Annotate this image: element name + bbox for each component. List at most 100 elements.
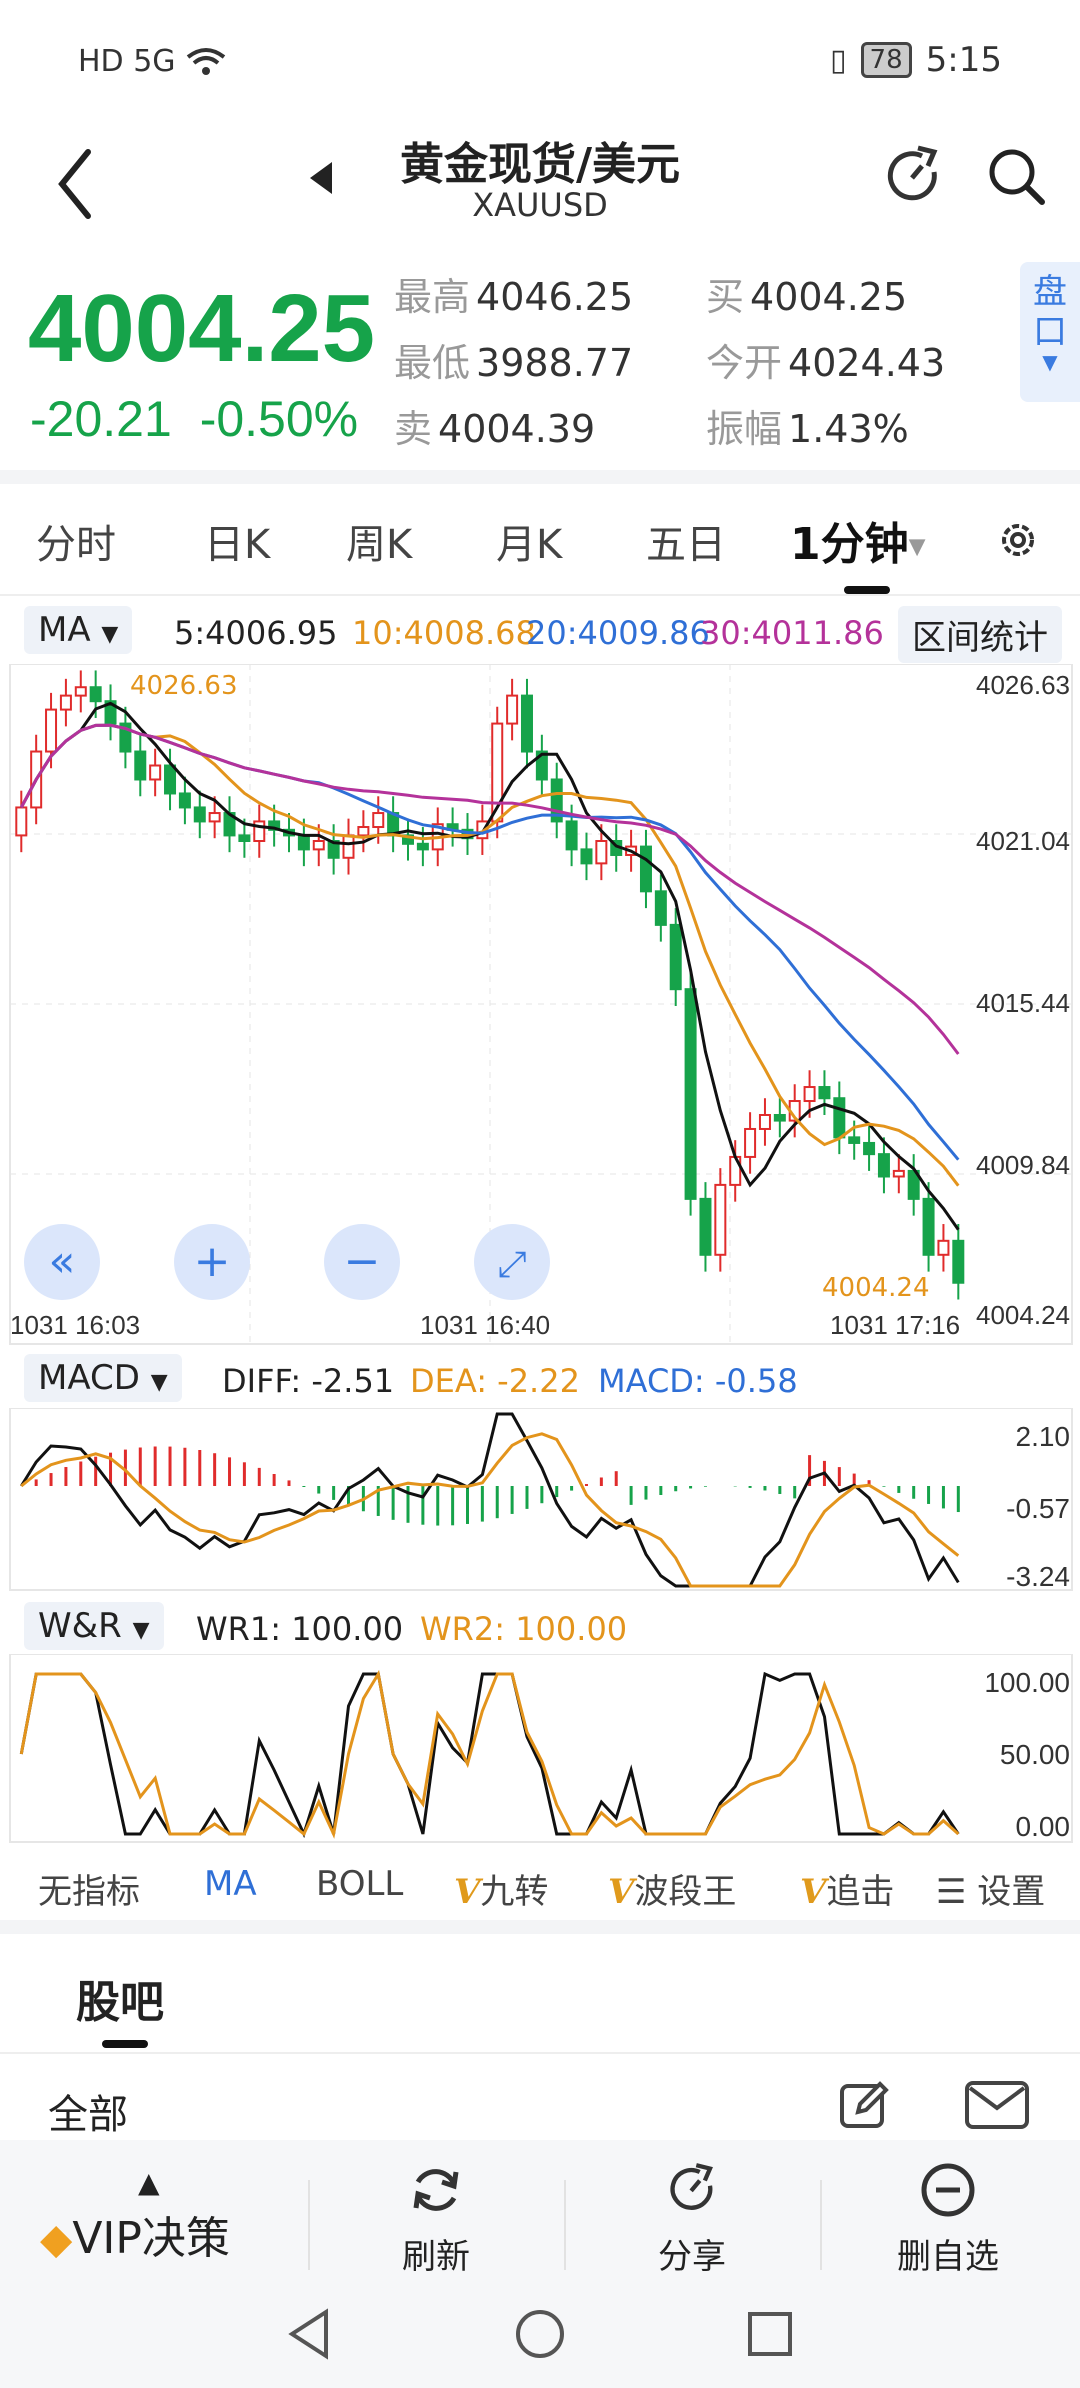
change-percent: -0.50% xyxy=(199,391,359,447)
low-label: 最低 xyxy=(394,341,471,385)
diff-line xyxy=(20,1412,960,1588)
macd-dea: DEA: -2.22 xyxy=(410,1362,580,1400)
candle-body xyxy=(416,842,429,851)
forum-tab[interactable]: 股吧 xyxy=(76,1977,164,2028)
indicator-ma[interactable]: MA xyxy=(204,1864,257,1904)
forum-section: 股吧 全部 xyxy=(0,1930,1080,2138)
wr2-line xyxy=(19,1669,960,1839)
sell-field: 卖 4004.39 xyxy=(394,398,595,453)
edit-icon[interactable] xyxy=(836,2076,892,2132)
wr-selector[interactable]: W&R ▼ xyxy=(24,1602,164,1650)
time-label: 1031 16:03 xyxy=(10,1310,140,1340)
indicator-none[interactable]: 无指标 xyxy=(38,1872,140,1912)
ma20-value: 20:4009.86 xyxy=(526,614,710,652)
search-icon[interactable] xyxy=(982,142,1052,212)
candle-body xyxy=(595,840,608,865)
vip-decision-button[interactable]: ◆VIP决策 xyxy=(40,2202,230,2266)
indicator-boduan[interactable]: V波段王 xyxy=(608,1864,736,1913)
candle-body xyxy=(550,778,563,823)
pankou-button[interactable]: 盘口 ▼ xyxy=(1020,262,1080,402)
section-divider xyxy=(0,1920,1080,1934)
candle-body xyxy=(89,686,102,703)
mail-icon[interactable] xyxy=(964,2080,1030,2130)
clock: 5:15 xyxy=(925,40,1002,80)
macd-y-label: -3.24 xyxy=(1006,1561,1070,1592)
ma5-line xyxy=(19,701,960,1231)
indicator-boll[interactable]: BOLL xyxy=(316,1864,404,1904)
candle-body xyxy=(892,1169,905,1178)
tab-1min[interactable]: 1分钟▼ xyxy=(790,508,926,572)
time-label: 1031 17:16 xyxy=(830,1310,960,1340)
macd-selector[interactable]: MACD ▼ xyxy=(24,1354,182,1402)
settings-list-icon: ☰ xyxy=(936,1872,967,1912)
caret-down-icon: ▼ xyxy=(132,1618,150,1643)
forum-tab-underline xyxy=(102,2040,148,2048)
y-label: 4009.84 xyxy=(976,1150,1070,1180)
zoom-in-button[interactable]: + xyxy=(174,1224,250,1300)
ma-selector[interactable]: MA ▼ xyxy=(24,606,133,654)
caret-down-icon: ▼ xyxy=(101,622,119,647)
candle-body xyxy=(937,1239,950,1256)
indicator-jiuzhuan[interactable]: V九转 xyxy=(454,1864,548,1913)
system-navigation-bar xyxy=(0,2290,1080,2388)
caret-up-icon: ▲ xyxy=(138,2166,160,2199)
share-button[interactable]: 分享 xyxy=(592,2160,792,2278)
divider xyxy=(0,2052,1080,2054)
wr1-line xyxy=(19,1671,960,1839)
nav-recents-icon[interactable] xyxy=(740,2304,800,2364)
scroll-left-button[interactable]: « xyxy=(24,1224,100,1300)
nav-home-icon[interactable] xyxy=(510,2304,570,2364)
share-icon xyxy=(670,2163,713,2210)
y-label: 4021.04 xyxy=(976,826,1070,856)
time-label: 1031 16:40 xyxy=(420,1310,550,1340)
range-stats-button[interactable]: 区间统计 xyxy=(898,606,1062,663)
amplitude-field: 振幅 1.43% xyxy=(706,398,909,453)
gear-icon[interactable] xyxy=(996,518,1040,562)
filter-all[interactable]: 全部 xyxy=(48,2092,128,2138)
open-label: 今开 xyxy=(706,341,783,385)
wr-y-label: 0.00 xyxy=(1016,1811,1071,1842)
tab-day-k[interactable]: 日K xyxy=(204,522,271,568)
diamond-icon: ◆ xyxy=(40,2214,73,2263)
indicator-toolbar: 无指标 MA BOLL V九转 V波段王 V追击 ☰ 设置 xyxy=(0,1852,1080,1922)
indicator-zhuiji[interactable]: V追击 xyxy=(800,1864,926,1913)
caret-down-icon: ▼ xyxy=(1042,350,1058,374)
last-price-label: 4004.24 xyxy=(822,1273,930,1303)
candle-body xyxy=(74,686,87,697)
indicator-settings[interactable]: ☰ 设置 xyxy=(930,1864,1046,1913)
fullscreen-button[interactable]: ⤢ xyxy=(474,1224,550,1300)
open-value: 4024.43 xyxy=(788,341,946,385)
dea-line xyxy=(20,1432,960,1588)
candle-body xyxy=(253,820,266,843)
tab-month-k[interactable]: 月K xyxy=(496,522,563,568)
active-tab-indicator xyxy=(844,586,890,594)
candle-body xyxy=(357,826,370,837)
candle-body xyxy=(506,694,519,725)
candlestick-chart[interactable]: 4026.63 4021.04 4015.44 4009.84 4004.24 … xyxy=(0,664,1080,1354)
candle-body xyxy=(863,1141,876,1156)
back-arrow-icon[interactable] xyxy=(50,144,100,224)
candle-body xyxy=(208,812,221,823)
remove-watchlist-button[interactable]: 删自选 xyxy=(848,2160,1048,2278)
tab-week-k[interactable]: 周K xyxy=(346,522,413,568)
candle-body xyxy=(565,820,578,851)
candle-body xyxy=(119,722,132,753)
settings-label: 设置 xyxy=(977,1872,1046,1912)
candle-body xyxy=(297,834,310,851)
prev-symbol-icon[interactable] xyxy=(306,158,336,198)
refresh-button[interactable]: 刷新 xyxy=(336,2160,536,2278)
open-field: 今开 4024.43 xyxy=(706,332,945,387)
bottom-action-bar: ▲ ◆VIP决策 刷新 分享 xyxy=(0,2140,1080,2290)
candle-body xyxy=(773,1113,786,1122)
page-title: 黄金现货/美元 xyxy=(399,139,681,190)
candle-body xyxy=(714,1183,727,1256)
tab-five-day[interactable]: 五日 xyxy=(646,522,726,568)
nav-back-icon[interactable] xyxy=(280,2304,340,2364)
candle-body xyxy=(149,764,162,781)
zoom-out-button[interactable]: − xyxy=(324,1224,400,1300)
tab-timeshare[interactable]: 分时 xyxy=(36,522,116,568)
share-refresh-icon[interactable] xyxy=(878,142,948,212)
candle-body xyxy=(580,848,593,865)
candle-body xyxy=(178,792,191,809)
candle-body xyxy=(520,694,533,753)
